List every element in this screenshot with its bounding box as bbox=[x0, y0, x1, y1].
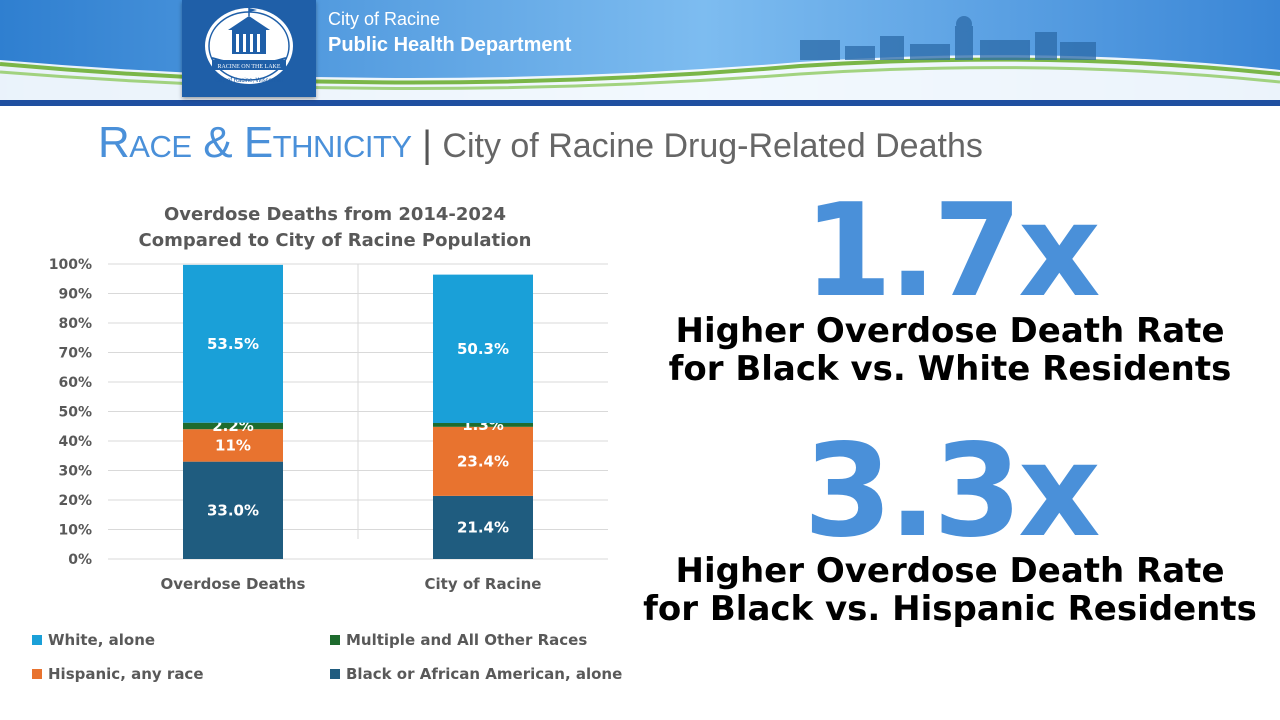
y-tick-label: 0% bbox=[68, 552, 92, 568]
stat-value: 1.7x bbox=[803, 177, 1100, 326]
y-tick-label: 10% bbox=[58, 523, 92, 539]
legend-item: Hispanic, any race bbox=[32, 665, 204, 683]
skyline-silhouette bbox=[800, 16, 1096, 60]
bar-segment bbox=[433, 426, 533, 496]
data-label: 33.0% bbox=[207, 501, 259, 519]
legend-item: Black or African American, alone bbox=[330, 665, 622, 683]
logo-text-bottom: City of Racine, Wisconsin bbox=[215, 78, 283, 84]
x-category-label: Overdose Deaths bbox=[161, 575, 306, 593]
city-logo: RACINE ON THE LAKE City of Racine, Wisco… bbox=[182, 0, 316, 97]
data-label: 23.4% bbox=[457, 452, 509, 470]
data-label: 11% bbox=[215, 436, 251, 454]
legend-label: Multiple and All Other Races bbox=[346, 631, 588, 649]
legend-label: Black or African American, alone bbox=[346, 665, 623, 683]
org-city: City of Racine bbox=[328, 9, 441, 29]
title-separator: | bbox=[422, 124, 432, 166]
organization-name: City of Racine Public Health Department bbox=[328, 8, 571, 60]
legend-item: Multiple and All Other Races bbox=[330, 631, 587, 649]
stat-black-vs-white: 1.7x Higher Overdose Death Rate for Blac… bbox=[620, 177, 1280, 389]
data-label: 50.3% bbox=[457, 340, 509, 358]
stat-line-2: for Black vs. White Residents bbox=[668, 349, 1232, 389]
bar-segment bbox=[433, 274, 533, 424]
stat-line-1: Higher Overdose Death Rate bbox=[675, 311, 1225, 351]
bar-segment bbox=[183, 461, 283, 559]
slide-title: Race & Ethnicity | City of Racine Drug-R… bbox=[98, 118, 1198, 168]
y-tick-label: 70% bbox=[58, 346, 92, 362]
y-tick-label: 80% bbox=[58, 316, 92, 332]
y-tick-label: 100% bbox=[49, 257, 92, 273]
legend-swatch bbox=[330, 669, 340, 679]
stat-value: 3.3x bbox=[803, 417, 1100, 566]
title-subtitle: City of Racine Drug-Related Deaths bbox=[442, 127, 983, 165]
header-banner: RACINE ON THE LAKE City of Racine, Wisco… bbox=[0, 0, 1280, 108]
bar-segment bbox=[183, 429, 283, 462]
legend-swatch bbox=[330, 635, 340, 645]
legend-swatch bbox=[32, 635, 42, 645]
logo-text-top: RACINE ON THE LAKE bbox=[217, 64, 280, 70]
legend-swatch bbox=[32, 669, 42, 679]
title-main: Race & Ethnicity bbox=[98, 118, 412, 167]
stat-line-2: for Black vs. Hispanic Residents bbox=[643, 589, 1257, 629]
chart-title-line-2: Compared to City of Racine Population bbox=[138, 230, 532, 251]
y-tick-label: 60% bbox=[58, 375, 92, 391]
y-tick-label: 40% bbox=[58, 434, 92, 450]
stat-line-1: Higher Overdose Death Rate bbox=[675, 551, 1225, 591]
x-category-label: City of Racine bbox=[425, 575, 542, 593]
y-tick-label: 50% bbox=[58, 405, 92, 421]
chart-title-line-1: Overdose Deaths from 2014-2024 bbox=[163, 204, 507, 225]
y-tick-label: 20% bbox=[58, 493, 92, 509]
legend-item: White, alone bbox=[32, 631, 155, 649]
bar-segment bbox=[433, 495, 533, 559]
org-department: Public Health Department bbox=[328, 34, 572, 56]
stacked-bar-chart: 0% 10% 20% 30% 40% 50% 60% 70% 80% 90% 100% 33.0% 11… bbox=[49, 257, 608, 593]
stat-black-vs-hispanic: 3.3x Higher Overdose Death Rate for Blac… bbox=[620, 417, 1280, 629]
legend-label: White, alone bbox=[48, 631, 156, 649]
city-hall-icon: RACINE ON THE LAKE City of Racine, Wisco… bbox=[205, 8, 293, 84]
chart-title: Overdose Deaths from 2014-2024 Compared … bbox=[60, 202, 610, 254]
bar-segment bbox=[433, 423, 533, 427]
data-label: 53.5% bbox=[207, 335, 259, 353]
bar-segment bbox=[183, 422, 283, 430]
y-tick-label: 30% bbox=[58, 464, 92, 480]
data-label: 21.4% bbox=[457, 518, 509, 536]
legend-label: Hispanic, any race bbox=[48, 665, 204, 683]
bar-segment bbox=[183, 264, 283, 423]
y-tick-label: 90% bbox=[58, 287, 92, 303]
